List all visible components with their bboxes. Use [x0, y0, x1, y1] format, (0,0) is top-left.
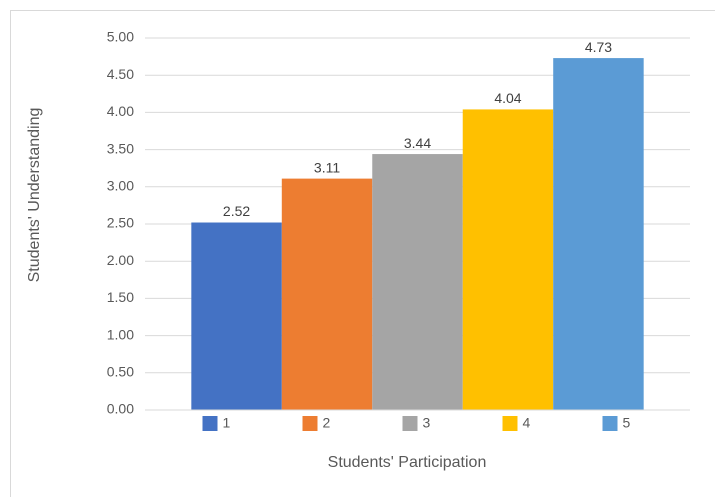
bar: [191, 222, 282, 410]
legend-swatch: [302, 416, 318, 431]
y-tick-label: 5.00: [107, 29, 134, 45]
y-tick-label: 2.00: [107, 252, 134, 268]
legend-label: 1: [223, 415, 231, 431]
bar: [553, 58, 644, 410]
legend-label: 4: [523, 415, 531, 431]
y-tick-label: 1.00: [107, 326, 134, 342]
legend-swatch: [502, 416, 518, 431]
y-tick-label: 3.00: [107, 178, 134, 194]
data-label: 3.44: [404, 135, 431, 151]
bar: [281, 178, 373, 410]
bar: [462, 109, 554, 410]
y-tick-label: 3.50: [107, 140, 134, 156]
y-tick-label: 2.50: [107, 215, 134, 231]
legend-label: 5: [623, 415, 631, 431]
x-axis-title: Students' Participation: [328, 454, 487, 471]
y-tick-label: 0.00: [107, 401, 134, 417]
legend-label: 2: [323, 415, 331, 431]
data-label: 4.04: [494, 90, 521, 106]
y-axis-title: Students' Understanding: [26, 108, 43, 283]
bar: [372, 154, 463, 410]
y-tick-label: 0.50: [107, 364, 134, 380]
data-label: 2.52: [223, 203, 250, 219]
y-tick-label: 1.50: [107, 289, 134, 305]
legend-label: 3: [423, 415, 431, 431]
legend-swatch: [202, 416, 218, 431]
data-label: 4.73: [585, 39, 612, 55]
y-tick-label: 4.50: [107, 66, 134, 82]
data-label: 3.11: [314, 159, 340, 175]
legend-swatch: [602, 416, 618, 431]
legend-swatch: [402, 416, 418, 431]
y-tick-label: 4.00: [107, 103, 134, 119]
